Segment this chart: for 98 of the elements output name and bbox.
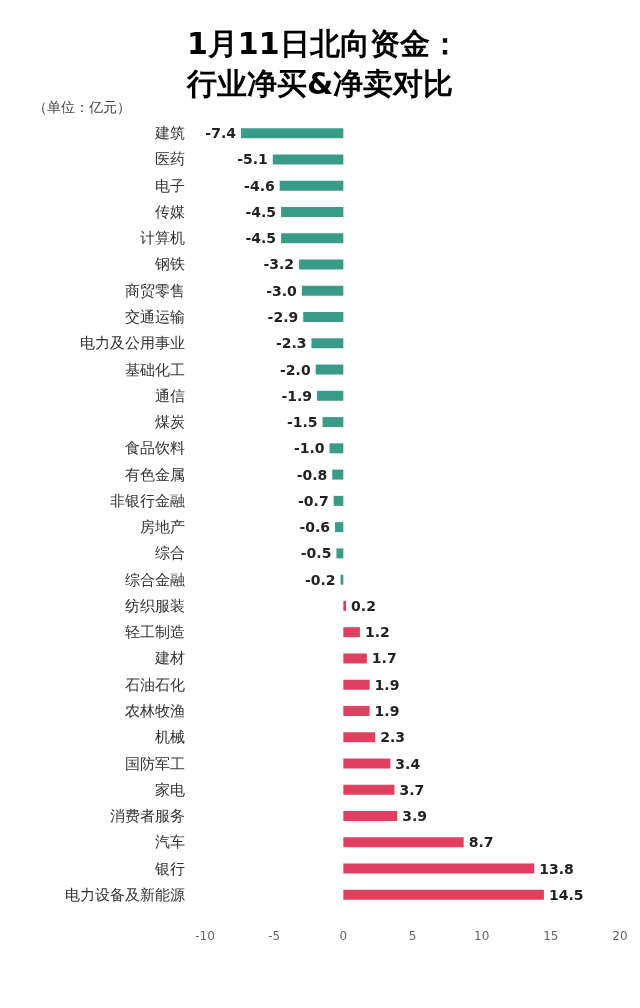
bar: [343, 837, 464, 848]
data-label: 2.3: [380, 729, 405, 746]
bar: [333, 495, 344, 506]
data-label: -0.5: [300, 545, 332, 562]
data-label: 1.9: [374, 676, 400, 693]
bar: [343, 732, 376, 743]
data-label: -0.6: [299, 519, 331, 536]
data-label: -2.0: [280, 361, 311, 378]
y-tick-label: 商贸零售: [124, 281, 185, 300]
y-tick-label: 电力设备及新能源: [64, 885, 185, 904]
bar: [332, 469, 344, 480]
bar: [311, 338, 344, 349]
data-label: 8.7: [468, 834, 494, 851]
data-label: -4.5: [245, 230, 277, 247]
y-tick-label: 机械: [154, 728, 185, 747]
x-tick-label: 10: [474, 929, 490, 943]
text: （单位：亿元）: [33, 99, 131, 115]
y-tick-label: 有色金属: [124, 465, 185, 484]
y-tick-label: 银行: [153, 859, 185, 878]
data-label: 13.8: [539, 860, 574, 877]
bar: [343, 600, 347, 611]
data-label: -0.8: [296, 466, 328, 483]
data-label: -3.0: [266, 282, 298, 299]
data-label: -1.0: [293, 440, 325, 457]
y-tick-label: 计算机: [139, 229, 185, 248]
bar: [343, 679, 370, 690]
data-label: 14.5: [548, 886, 584, 903]
data-label: -2.9: [267, 309, 299, 325]
data-label: -2.3: [275, 335, 307, 352]
data-label: 1.2: [364, 624, 390, 641]
y-tick-label: 煤炭: [154, 413, 185, 432]
bar: [301, 285, 344, 296]
y-tick-label: 电力及公用事业: [79, 334, 185, 353]
x-tick-label: 15: [543, 929, 559, 943]
x-tick-label: -10: [195, 929, 215, 943]
bar: [303, 312, 344, 322]
bar: [335, 522, 344, 533]
bar: [281, 206, 344, 217]
data-label: 1.9: [374, 703, 400, 719]
bar: [343, 758, 391, 769]
y-tick-label: 建筑: [153, 124, 185, 143]
bar: [317, 390, 344, 401]
bar: [343, 811, 398, 822]
bar: [343, 706, 370, 716]
data-label: -0.2: [304, 571, 336, 588]
bar: [336, 548, 344, 559]
bar: [281, 233, 344, 244]
y-tick-label: 非银行金融: [109, 491, 185, 510]
data-label: -4.5: [245, 203, 277, 220]
y-tick-label: 农林牧渔: [124, 702, 185, 720]
bar: [279, 180, 344, 191]
x-tick-label: 20: [612, 929, 628, 943]
y-tick-label: 医药: [154, 150, 185, 169]
data-label: 1.7: [371, 650, 397, 667]
y-tick-label: 传媒: [154, 202, 185, 221]
y-tick-label: 建材: [153, 649, 185, 668]
bar: [343, 863, 535, 874]
bar: [343, 889, 544, 900]
y-tick-label: 家电: [154, 780, 185, 799]
y-tick-label: 综合金融: [124, 570, 185, 589]
chart-title: 1月11日北向资金：行业净买&净卖对比: [186, 25, 460, 101]
bar: [272, 154, 344, 165]
x-tick-label: 0: [339, 929, 348, 943]
data-label: 0.2: [351, 597, 376, 614]
y-tick-label: 电子: [154, 176, 185, 195]
data-label: 3.9: [402, 808, 428, 825]
data-label: 3.4: [395, 755, 421, 772]
y-tick-label: 纺织服装: [124, 596, 185, 615]
bar: [299, 259, 344, 270]
y-tick-label: 消费者服务: [109, 807, 185, 826]
bar: [315, 364, 344, 375]
bar: [240, 128, 344, 139]
data-label: -3.2: [263, 256, 295, 273]
bar: [343, 784, 395, 795]
y-tick-label: 钢铁: [153, 255, 185, 274]
data-label: -1.5: [286, 414, 318, 431]
bar: [343, 653, 367, 664]
x-tick-label: 5: [408, 929, 417, 943]
x-tick-label: -5: [268, 929, 281, 943]
y-tick-label: 国防军工: [124, 754, 185, 773]
bar: [322, 417, 344, 428]
y-tick-label: 食品饮料: [124, 439, 185, 458]
y-tick-label: 石油石化: [124, 675, 185, 694]
data-label: -4.6: [244, 177, 275, 194]
y-tick-label: 交通运输: [124, 308, 185, 326]
y-tick-label: 基础化工: [124, 360, 185, 379]
data-label: -1.9: [281, 387, 313, 404]
data-label: -0.7: [298, 492, 329, 509]
data-label: -7.4: [205, 125, 237, 142]
y-tick-label: 轻工制造: [124, 623, 185, 642]
y-tick-label: 房地产: [139, 518, 185, 537]
bar: [343, 627, 360, 638]
data-label: -5.1: [237, 151, 268, 168]
data-label: 3.7: [399, 781, 425, 798]
bar: [329, 443, 344, 454]
y-tick-label: 综合: [154, 544, 185, 563]
y-tick-label: 通信: [154, 386, 185, 405]
y-tick-label: 汽车: [154, 833, 185, 852]
